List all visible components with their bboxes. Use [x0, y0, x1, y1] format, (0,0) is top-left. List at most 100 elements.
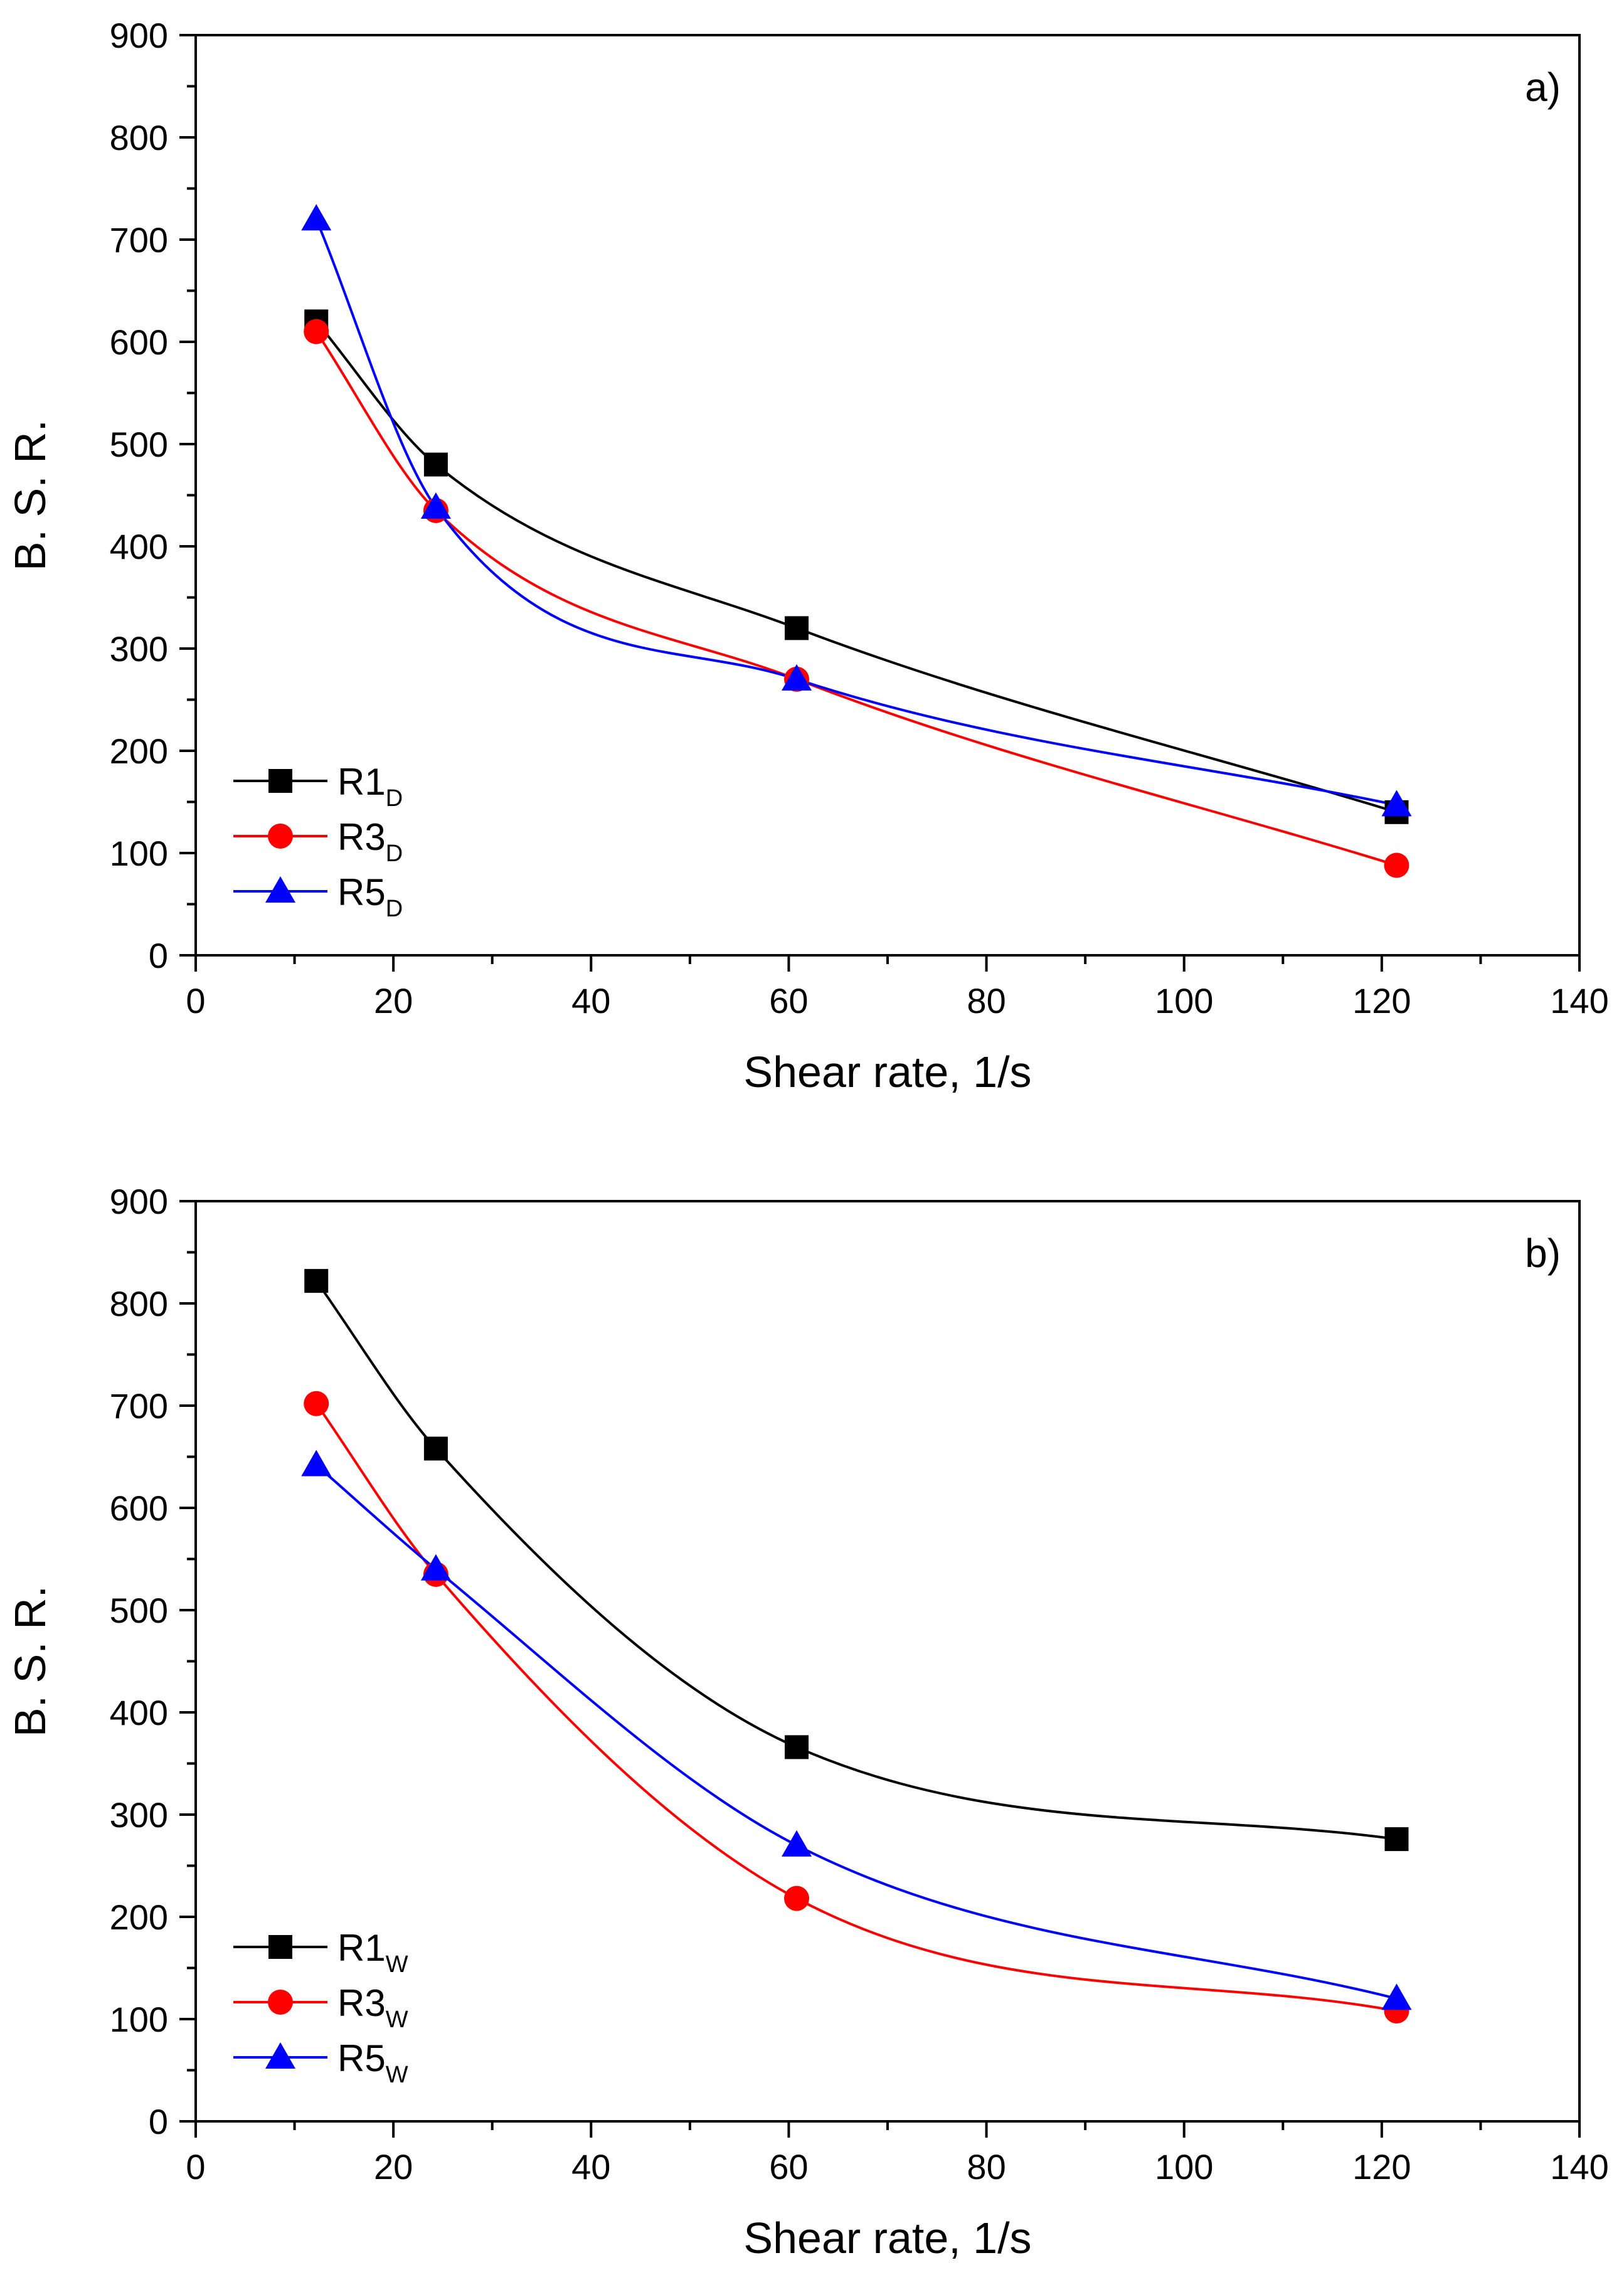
data-point-r3	[304, 1391, 329, 1416]
legend-marker	[268, 824, 293, 849]
legend-entry-r1: R1D	[233, 761, 403, 812]
legend-series-subscript: D	[386, 785, 403, 812]
legend-series-subscript: D	[386, 896, 403, 922]
series-line-r1	[315, 321, 1398, 814]
x-tick-label: 100	[1155, 981, 1213, 1021]
y-tick-label: 300	[110, 629, 168, 669]
legend-entry-r3: R3W	[233, 1982, 408, 2033]
data-point-r1	[785, 616, 809, 640]
y-tick-label: 100	[110, 834, 168, 873]
y-tick-label: 900	[110, 16, 168, 55]
x-tick-label: 100	[1155, 2147, 1213, 2187]
x-tick-label: 120	[1352, 981, 1411, 1021]
x-tick-label: 0	[186, 981, 205, 1021]
legend-series-name: R5	[337, 2037, 386, 2079]
y-tick-label: 400	[110, 527, 168, 566]
x-tick-label: 80	[967, 981, 1006, 1021]
data-point-r3	[304, 319, 329, 344]
x-tick-label: 60	[769, 981, 808, 1021]
x-tick-label: 40	[571, 2147, 610, 2187]
y-tick-label: 200	[110, 1897, 168, 1937]
legend-entry-r5: R5W	[233, 2037, 408, 2088]
legend-entry-r3: R3D	[233, 816, 403, 867]
series-line-r5	[315, 218, 1397, 807]
legend-series-subscript: W	[386, 2007, 408, 2033]
y-tick-label: 600	[110, 1488, 168, 1528]
chart-panel-b: 0 20 40 60 80 100 120 140 0 100 200 300 400 500 600 700…	[6, 1182, 1609, 2262]
data-point-r1	[423, 1436, 448, 1461]
x-tick-label: 120	[1352, 2147, 1411, 2187]
y-tick-label: 700	[110, 220, 168, 260]
y-tick-label: 600	[110, 322, 168, 362]
data-point-r1	[785, 1735, 809, 1759]
x-axis-label: Shear rate, 1/s	[743, 2214, 1031, 2262]
legend-series-subscript: D	[386, 841, 403, 867]
x-tick-label: 40	[571, 981, 610, 1021]
panel-label: a)	[1525, 65, 1561, 110]
y-tick-label: 800	[110, 1284, 168, 1323]
data-point-r5	[1381, 790, 1412, 817]
legend-entry-r5: R5D	[233, 871, 403, 922]
x-tick-label: 20	[374, 2147, 413, 2187]
data-point-r5	[782, 664, 812, 691]
legend-marker	[268, 1935, 292, 1959]
y-tick-label: 500	[110, 425, 168, 464]
legend-label: R3D	[337, 816, 403, 867]
legend-series-name: R3	[337, 1982, 386, 2024]
series-line-r5	[315, 1463, 1397, 2000]
legend-series-subscript: W	[386, 2062, 408, 2088]
plot-frame	[194, 34, 1581, 957]
legend-series-name: R1	[337, 761, 386, 803]
legend-label: R5W	[337, 2037, 408, 2088]
y-tick-label: 0	[149, 936, 168, 975]
legend-series-name: R5	[337, 871, 386, 913]
data-point-r5	[1381, 1983, 1412, 2010]
x-tick-label: 20	[374, 981, 413, 1021]
series-line-r1	[315, 1280, 1397, 1841]
legend-marker	[268, 769, 292, 793]
series-line-r3	[315, 1403, 1397, 2012]
y-tick-label: 700	[110, 1386, 168, 1426]
y-tick-label: 200	[110, 731, 168, 771]
data-point-r1	[423, 452, 448, 477]
legend-label: R1D	[337, 761, 403, 812]
data-point-r3	[1384, 852, 1409, 878]
data-point-r5	[301, 1450, 332, 1477]
data-point-r5	[782, 1830, 812, 1857]
legend-series-name: R3	[337, 816, 386, 858]
legend-label: R5D	[337, 871, 403, 922]
y-axis-label: B. S. R.	[6, 1586, 55, 1737]
y-tick-label: 300	[110, 1795, 168, 1835]
panel-label: b)	[1525, 1231, 1561, 1276]
y-tick-label: 900	[110, 1182, 168, 1221]
x-tick-label: 140	[1550, 981, 1608, 1021]
plot-frame	[194, 1200, 1581, 2123]
series-line-r3	[315, 331, 1398, 867]
x-tick-label: 0	[186, 2147, 205, 2187]
data-point-r5	[420, 1554, 451, 1581]
y-axis-label: B. S. R.	[6, 420, 55, 571]
x-tick-label: 140	[1550, 2147, 1608, 2187]
data-point-r1	[1384, 1827, 1409, 1852]
legend-label: R3W	[337, 1982, 408, 2033]
y-tick-label: 400	[110, 1693, 168, 1732]
legend-marker	[268, 1990, 293, 2015]
y-tick-label: 500	[110, 1591, 168, 1630]
legend-label: R1W	[337, 1927, 408, 1978]
y-tick-label: 100	[110, 2000, 168, 2039]
legend-entry-r1: R1W	[233, 1927, 408, 1978]
legend-series-subscript: W	[386, 1951, 408, 1978]
data-point-r1	[304, 1269, 329, 1293]
legend-marker	[265, 2042, 295, 2069]
data-point-r5	[420, 492, 451, 519]
chart-panel-a: 0 20 40 60 80 100 120 140 0 100 200 300 400 500 600 700…	[6, 16, 1609, 1096]
y-tick-label: 0	[149, 2102, 168, 2141]
legend-marker	[265, 876, 295, 903]
data-point-r3	[784, 1885, 810, 1911]
y-tick-label: 800	[110, 118, 168, 157]
legend-series-name: R1	[337, 1927, 386, 1969]
x-axis-label: Shear rate, 1/s	[743, 1047, 1031, 1096]
x-tick-label: 80	[967, 2147, 1006, 2187]
data-point-r5	[301, 204, 332, 231]
